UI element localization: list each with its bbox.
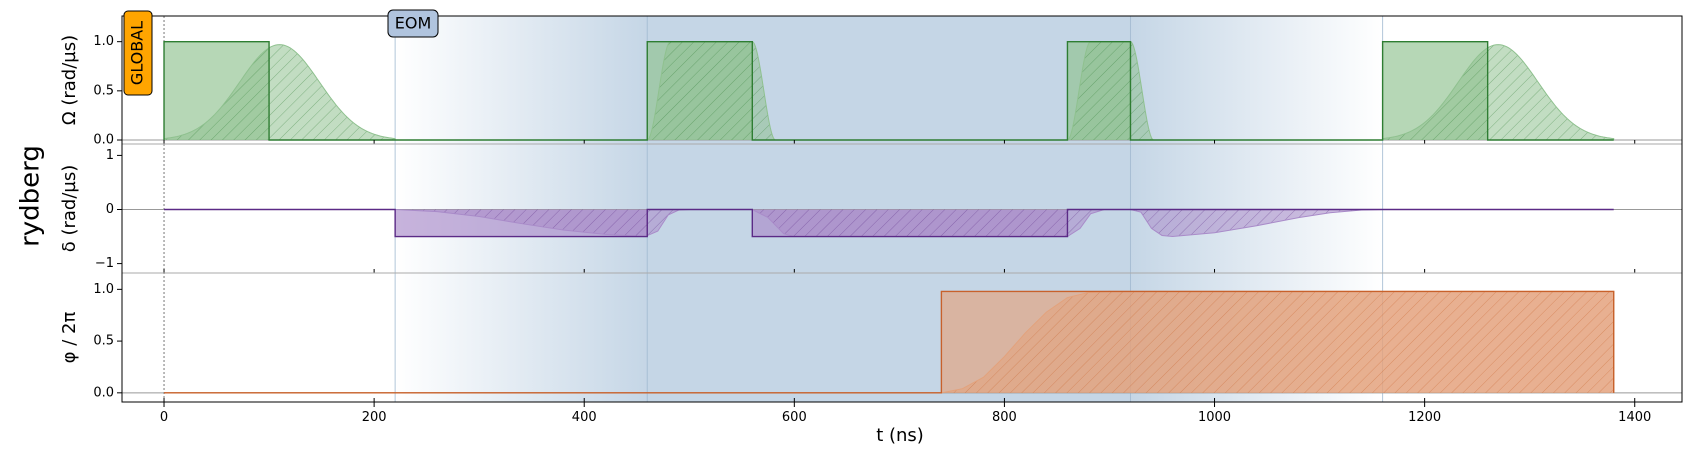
realized-hatch-amplitude-1 [647, 41, 776, 140]
axes: 0.0 0.5 1.0 Ω (rad/µs) −1 0 1 δ (rad/µs) 0.0 0.5 1… [59, 15, 1683, 425]
programmed-line-phase [164, 290, 1615, 394]
realized-hatch-amplitude-2 [1067, 41, 1154, 140]
x-tick-label-3: 600 [782, 410, 807, 425]
x-tick-label-1: 200 [362, 410, 387, 425]
x-tick-label-7: 1400 [1618, 410, 1651, 425]
x-tick-label-6: 1200 [1408, 410, 1441, 425]
eom-badge-label: EOM [395, 14, 432, 33]
y-tick-label-phase-1: 0.5 [93, 334, 114, 349]
panel-amplitude [122, 40, 1682, 141]
channel-label: rydberg [16, 145, 46, 247]
realized-edge-amplitude-3 [1382, 44, 1615, 140]
y-tick-label-phase-2: 1.0 [93, 282, 114, 297]
global-badge-label: GLOBAL [128, 21, 147, 85]
y-tick-label-phase-0: 0.0 [93, 385, 114, 400]
realized-hatch-phase-0 [164, 291, 1614, 393]
realized-hatch-amplitude-0 [164, 44, 396, 141]
y-tick-label-detuning-2: 1 [106, 148, 114, 163]
realized-hatch-amplitude-3 [1382, 44, 1614, 141]
eom-badge: EOM [387, 9, 439, 38]
programmed-line-amplitude [163, 40, 1614, 141]
y-axis-label-amplitude: Ω (rad/µs) [59, 35, 80, 125]
x-tick-label-4: 800 [992, 410, 1017, 425]
y-tick-label-amplitude-2: 1.0 [93, 34, 114, 49]
y-tick-label-detuning-1: 0 [106, 202, 114, 217]
x-tick-label-2: 400 [572, 410, 597, 425]
x-axis-label: t (ns) [876, 425, 924, 446]
programmed-line-detuning [164, 208, 1614, 238]
y-tick-label-amplitude-0: 0.0 [93, 133, 114, 148]
channel-panels [122, 40, 1682, 394]
y-axis-label-phase: φ / 2π [59, 312, 80, 364]
realized-edge-amplitude-0 [163, 44, 396, 140]
plot-frame [121, 15, 1683, 403]
x-tick-label-5: 1000 [1198, 410, 1231, 425]
realized-hatch-detuning-0 [164, 209, 1614, 237]
panel-detuning [122, 208, 1682, 238]
global-badge: GLOBAL [123, 10, 153, 96]
y-tick-label-detuning-0: −1 [95, 256, 114, 271]
panel-phase [122, 290, 1682, 394]
y-tick-label-amplitude-1: 0.5 [93, 83, 114, 98]
x-tick-label-0: 0 [160, 410, 168, 425]
y-axis-label-detuning: δ (rad/µs) [59, 165, 80, 253]
